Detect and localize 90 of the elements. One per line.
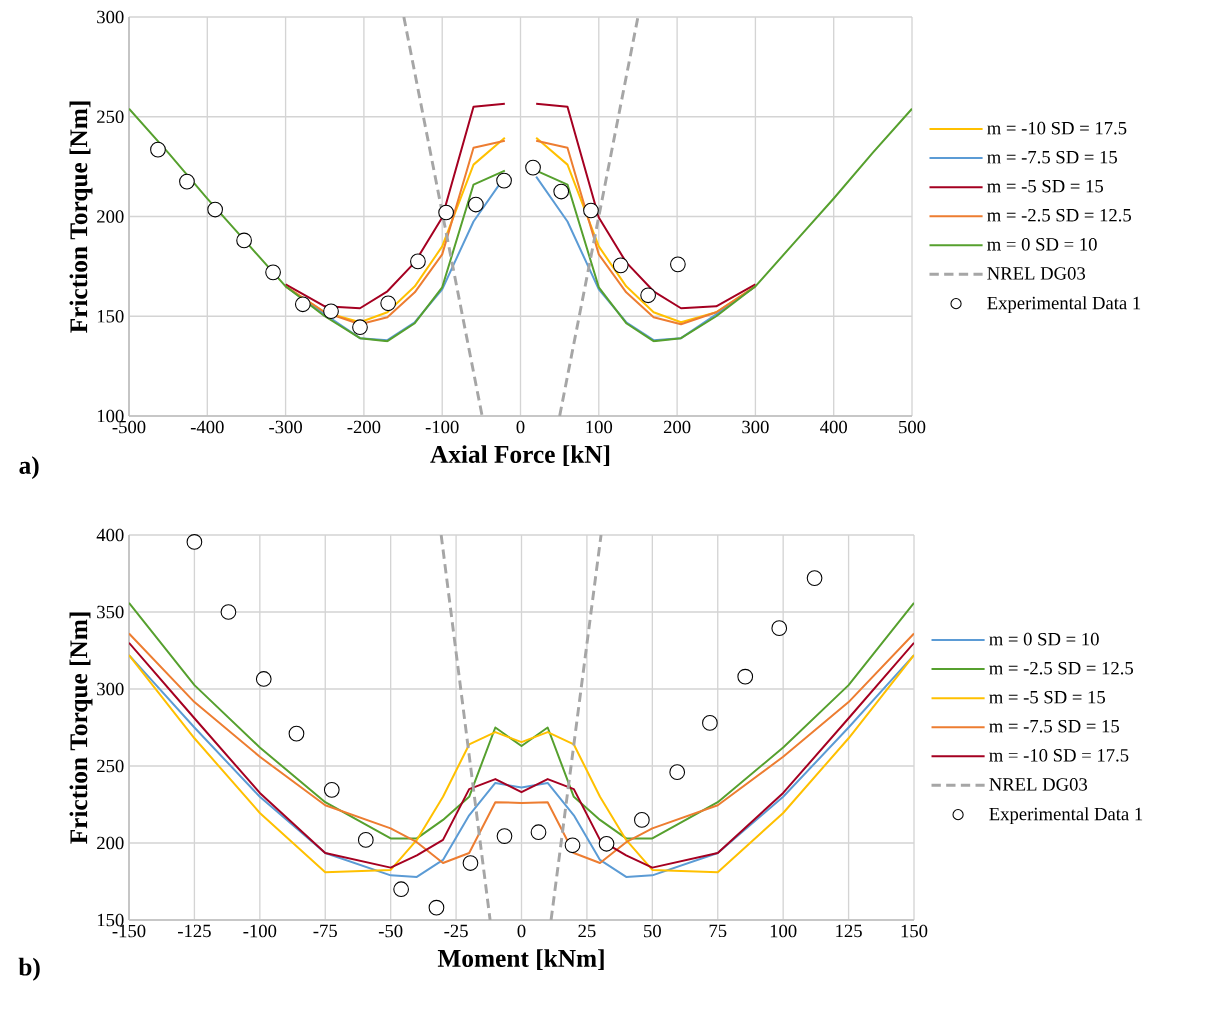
point: [428, 899, 445, 916]
legend-label: m = -10 SD = 17.5: [989, 749, 1129, 762]
line-series: [129, 601, 915, 840]
point: [806, 570, 823, 586]
x-tick-label: -100: [243, 924, 277, 938]
y-axis-title: Friction Torque [Nm]: [69, 101, 93, 333]
x-tick-label: 200: [663, 420, 691, 434]
y-tick-label: 300: [97, 682, 124, 696]
y-tick-label: 400: [96, 528, 124, 542]
x-tick-label: -50: [378, 924, 403, 938]
x-axis-title: Axial Force [kN]: [430, 445, 610, 467]
point: [186, 534, 203, 550]
point: [634, 812, 650, 828]
x-tick-label: -300: [269, 420, 302, 434]
point: [496, 828, 513, 844]
y-tick-label: 300: [97, 10, 124, 24]
point: [525, 159, 541, 176]
point: [737, 668, 754, 685]
x-tick-label: -125: [178, 924, 211, 938]
legend-label: m = -2.5 SD = 12.5: [989, 661, 1134, 675]
x-axis-title: Moment [kNm]: [437, 949, 604, 971]
x-tick-label: 100: [770, 924, 797, 938]
legend-label: NREL DG03: [989, 778, 1088, 791]
x-tick-label: 0: [516, 420, 525, 434]
point: [496, 172, 512, 189]
y-tick-label: 250: [97, 759, 124, 773]
x-tick-label: 0: [517, 924, 526, 938]
legend-label: m = -7.5 SD = 15: [987, 150, 1117, 164]
point: [670, 256, 686, 273]
legend-label: m = -7.5 SD = 15: [989, 720, 1120, 733]
text: b): [18, 957, 40, 981]
point: [352, 319, 368, 336]
x-tick-label: -200: [347, 420, 381, 434]
point: [393, 881, 410, 898]
point: [236, 232, 252, 249]
legend-label: m = -5 SD = 15: [987, 179, 1103, 193]
y-tick-label: 350: [97, 605, 124, 619]
x-tick-label: 50: [644, 924, 661, 938]
point: [255, 671, 272, 687]
point: [265, 264, 281, 281]
x-tick-label: 400: [820, 420, 847, 434]
point: [598, 835, 615, 852]
point: [323, 782, 340, 798]
y-tick-label: 200: [97, 210, 124, 223]
point: [702, 715, 718, 731]
x-tick-label: 125: [836, 924, 862, 938]
point: [207, 201, 224, 218]
point: [669, 764, 686, 781]
point: [179, 173, 195, 190]
point: [771, 620, 788, 637]
y-tick-label: 150: [97, 309, 124, 323]
legend-label: NREL DG03: [987, 267, 1086, 280]
point: [294, 296, 311, 313]
legend-label: m = -2.5 SD = 12.5: [987, 208, 1131, 222]
point: [150, 141, 166, 158]
y-tick-label: 200: [97, 836, 124, 850]
point: [468, 196, 484, 213]
legend-label: m = -5 SD = 15: [989, 690, 1106, 704]
point: [357, 832, 374, 848]
legend-label: m = 0 SD = 10: [987, 238, 1097, 251]
point: [564, 837, 581, 854]
point: [640, 287, 657, 304]
x-tick-label: 300: [742, 420, 769, 434]
point: [220, 604, 237, 620]
text: a): [19, 456, 39, 480]
y-axis-title: Friction Torque [Nm]: [69, 612, 93, 844]
point: [462, 855, 479, 871]
point: [323, 303, 339, 320]
x-tick-label: 100: [586, 420, 613, 434]
legend-label: Experimental Data 1: [989, 807, 1143, 825]
x-tick-label: -400: [190, 420, 224, 434]
x-tick-label: 25: [578, 924, 596, 938]
point: [553, 183, 570, 200]
legend-label: Experimental Data 1: [987, 296, 1141, 314]
point: [612, 257, 629, 274]
x-tick-label: 75: [709, 924, 727, 938]
point: [410, 253, 426, 270]
x-tick-label: -25: [444, 924, 468, 938]
point: [583, 202, 599, 219]
x-tick-label: 150: [901, 924, 928, 938]
legend-label: m = 0 SD = 10: [989, 632, 1099, 646]
point: [530, 824, 547, 841]
x-tick-label: -75: [313, 924, 337, 938]
point: [380, 295, 397, 312]
point: [288, 725, 305, 742]
x-tick-label: -100: [425, 420, 459, 434]
x-tick-label: 500: [899, 420, 926, 434]
y-tick-label: 250: [97, 110, 124, 124]
point: [438, 204, 454, 221]
legend-label: m = -10 SD = 17.5: [987, 121, 1127, 135]
